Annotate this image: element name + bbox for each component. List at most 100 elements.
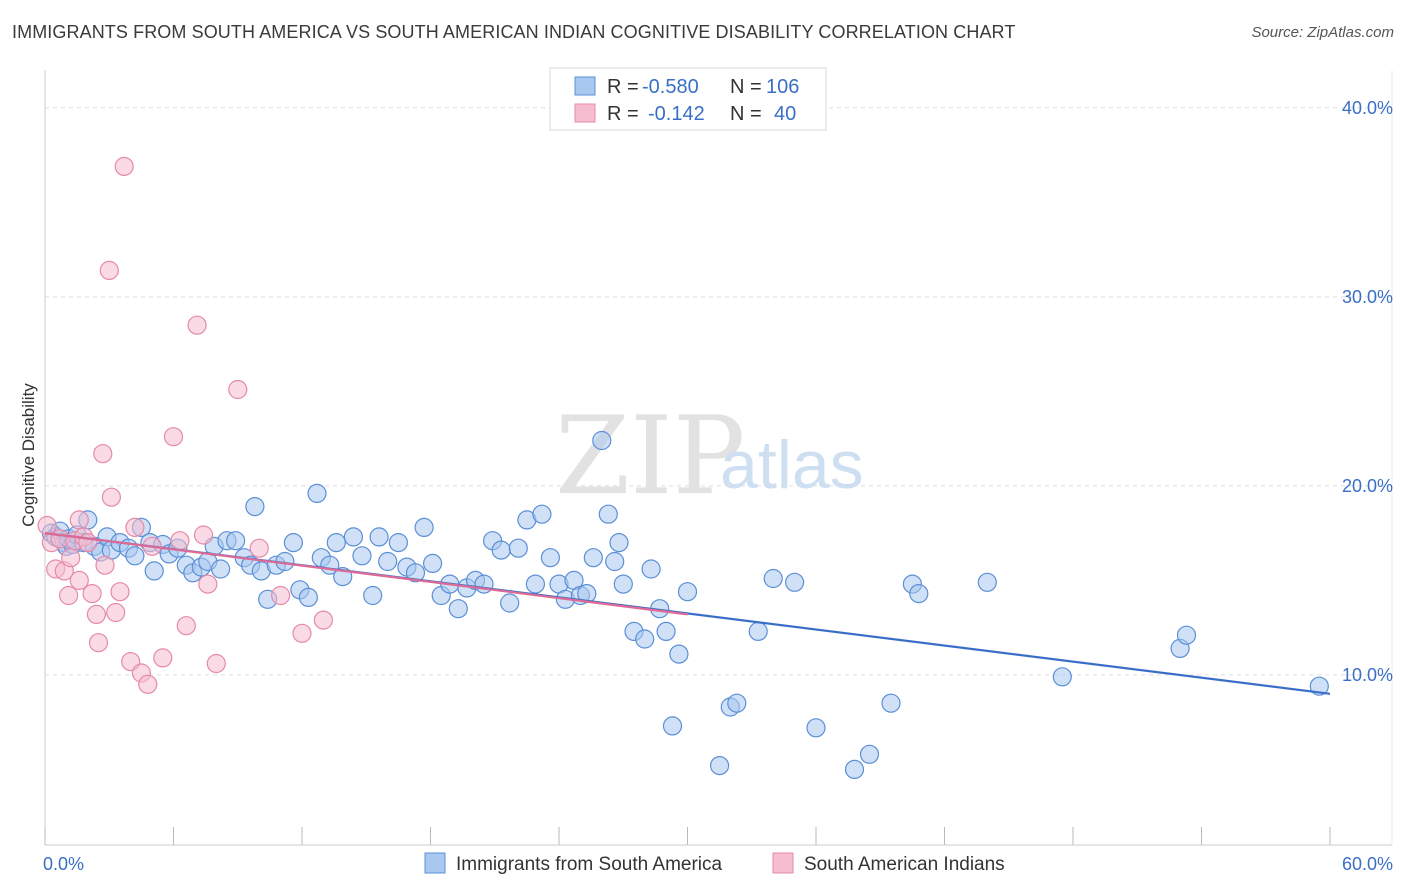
data-point-immigrants <box>283 532 303 553</box>
y-tick-label: 10.0% <box>1342 665 1393 685</box>
stats-swatch-pink <box>574 103 596 123</box>
data-point-south-american-indians <box>176 616 196 636</box>
data-points <box>37 156 1329 780</box>
data-point-immigrants <box>532 504 552 524</box>
data-point-immigrants <box>662 716 683 736</box>
data-point-south-american-indians <box>271 585 291 606</box>
data-point-immigrants <box>806 718 826 738</box>
data-point-south-american-indians <box>106 602 126 623</box>
data-point-immigrants <box>977 572 997 592</box>
stats-swatch-blue <box>574 76 596 96</box>
data-point-immigrants <box>1309 676 1329 696</box>
data-point-immigrants <box>405 563 426 583</box>
stats-n-label: N = <box>730 76 762 98</box>
data-point-south-american-indians <box>125 517 145 538</box>
data-point-south-american-indians <box>78 532 98 553</box>
data-point-south-american-indians <box>86 604 107 625</box>
source-credit: Source: ZipAtlas.com <box>1251 24 1394 41</box>
stats-n-value: 106 <box>766 76 799 98</box>
data-point-immigrants <box>677 582 698 602</box>
legend-swatch-pink <box>772 852 794 874</box>
trend-line-south-american-indians <box>44 532 688 616</box>
data-point-immigrants <box>211 559 231 579</box>
data-point-immigrants <box>613 574 633 594</box>
data-point-south-american-indians <box>198 574 218 594</box>
data-point-immigrants <box>844 759 865 780</box>
y-tick-label: 40.0% <box>1342 98 1393 118</box>
data-point-south-american-indians <box>101 487 122 507</box>
data-point-south-american-indians <box>187 315 207 335</box>
x-tick-labels: 0.0% 60.0% <box>43 854 1393 874</box>
data-point-immigrants <box>388 532 408 553</box>
y-tick-label: 20.0% <box>1342 476 1393 496</box>
data-point-immigrants <box>326 532 346 553</box>
data-point-immigrants <box>609 532 629 553</box>
y-tick-labels: 10.0% 20.0% 30.0% 40.0% <box>1342 98 1393 685</box>
data-point-immigrants <box>763 568 783 589</box>
stats-r-label: R = <box>607 76 639 98</box>
data-point-south-american-indians <box>37 515 57 536</box>
data-point-immigrants <box>508 538 528 558</box>
data-point-south-american-indians <box>292 623 312 643</box>
stats-box: R = -0.580 N = 106 R = -0.142 N = 40 <box>549 67 827 131</box>
data-point-immigrants <box>491 540 511 560</box>
data-point-immigrants <box>709 755 730 776</box>
data-point-immigrants <box>378 551 398 572</box>
data-point-immigrants <box>605 551 625 572</box>
data-point-immigrants <box>540 548 561 568</box>
data-point-immigrants <box>583 548 603 568</box>
data-point-south-american-indians <box>138 674 158 694</box>
data-point-immigrants <box>784 572 805 592</box>
chart-title: IMMIGRANTS FROM SOUTH AMERICA VS SOUTH A… <box>12 22 1016 42</box>
data-point-immigrants <box>448 599 468 619</box>
data-point-south-american-indians <box>58 585 79 606</box>
data-point-immigrants <box>1052 667 1072 687</box>
data-point-immigrants <box>525 574 546 594</box>
data-point-immigrants <box>859 744 880 764</box>
trend-lines <box>44 532 1331 695</box>
data-point-south-american-indians <box>88 633 109 653</box>
data-point-south-american-indians <box>153 648 173 668</box>
data-point-south-american-indians <box>206 653 226 674</box>
data-point-south-american-indians <box>61 548 81 568</box>
data-point-immigrants <box>598 504 618 524</box>
data-point-south-american-indians <box>249 538 269 558</box>
data-point-south-american-indians <box>99 260 119 280</box>
data-point-south-american-indians <box>82 583 102 604</box>
data-point-south-american-indians <box>114 156 134 176</box>
data-point-immigrants <box>727 693 747 713</box>
data-point-immigrants <box>1176 625 1197 645</box>
data-point-immigrants <box>909 583 929 604</box>
data-point-immigrants <box>656 621 676 642</box>
grid-lines <box>45 107 1392 676</box>
data-point-immigrants <box>352 546 372 566</box>
legend: Immigrants from South America South Amer… <box>424 852 1005 875</box>
data-point-south-american-indians <box>313 610 333 630</box>
axes <box>44 70 1393 846</box>
stats-n-value: 40 <box>774 103 796 125</box>
data-point-south-american-indians <box>193 525 214 545</box>
data-point-immigrants <box>125 546 145 566</box>
data-point-immigrants <box>748 621 768 642</box>
data-point-immigrants <box>414 517 434 538</box>
data-point-south-american-indians <box>163 427 184 447</box>
data-point-immigrants <box>307 483 327 503</box>
stats-r-value: -0.580 <box>642 76 699 98</box>
data-point-immigrants <box>226 531 246 551</box>
data-point-immigrants <box>343 527 363 547</box>
data-point-immigrants <box>881 693 901 713</box>
x-tick-label: 60.0% <box>1342 854 1393 874</box>
data-point-immigrants <box>144 561 164 581</box>
data-point-south-american-indians <box>69 570 89 591</box>
data-point-immigrants <box>500 593 520 613</box>
data-point-immigrants <box>423 553 443 574</box>
data-point-immigrants <box>669 644 689 664</box>
legend-label-south-american-indians: South American Indians <box>804 854 1005 875</box>
stats-r-label: R = <box>607 103 639 125</box>
watermark-zip: ZIP <box>555 394 745 519</box>
x-tick-label: 0.0% <box>43 854 84 874</box>
data-point-immigrants <box>245 497 265 517</box>
watermark-atlas: atlas <box>720 427 864 503</box>
stats-n-label: N = <box>730 103 762 125</box>
